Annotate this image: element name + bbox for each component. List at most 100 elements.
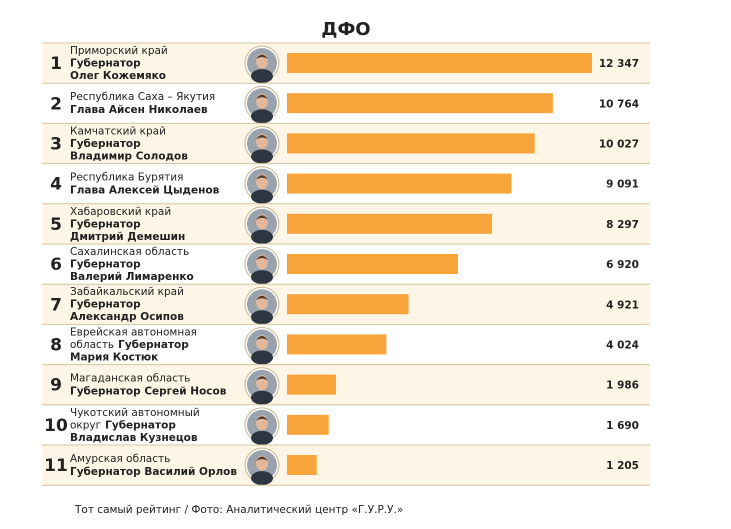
row-label-line: Хабаровский край [70,206,171,218]
label-bold: Губернатор [70,138,141,150]
row-label-line: Камчатский край [70,125,166,137]
value-label: 12 347 [599,58,639,70]
value-label: 4 024 [606,340,639,352]
source-caption: Тот самый рейтинг / Фото: Аналитический … [74,504,403,516]
photo-body [251,350,273,365]
row-label-line: Владимир Солодов [70,150,188,162]
label-bold: Губернатор [70,299,141,311]
value-label: 10 027 [599,139,639,151]
bar [287,173,512,194]
label-bold: Олег Кожемяко [70,70,166,82]
row-label-line: округ Губернатор [70,419,176,431]
label-bold: Губернатор Сергей Носов [70,386,227,398]
photo-hair [256,336,268,341]
label-bold: Губернатор [70,218,141,230]
rank: 1 [50,54,62,74]
label-bold: Владислав Кузнецов [70,432,198,444]
value-label: 4 921 [606,299,639,311]
photo-hair [256,215,268,220]
label-bold: Губернатор [105,419,176,431]
photo-hair [256,255,268,261]
row-label-line: Губернатор Василий Орлов [70,466,237,478]
photo-hair [256,456,268,462]
rank: 9 [50,376,62,396]
row-label-line: Губернатор [70,138,141,150]
bar [287,455,317,475]
bar [287,414,329,435]
photo-body [251,310,273,325]
rank: 11 [44,456,68,476]
label-regular: Чукотский автономный [70,407,200,419]
row-label-line: Республика Бурятия [70,172,183,184]
value-label: 1 205 [606,460,639,472]
photo-hair [256,135,268,140]
photo-hair [256,94,268,100]
row-label-line: Губернатор [70,58,141,70]
row-background [42,364,650,405]
photo-body [251,430,273,445]
bar [287,334,387,355]
bar [287,93,553,114]
row-label-line: Губернатор Сергей Носов [70,386,227,398]
label-regular: округ [70,419,101,431]
photo-hair [256,175,268,180]
value-label: 1 986 [606,380,639,392]
rank: 10 [44,416,68,436]
rank: 3 [50,135,62,155]
row-label-line: Владислав Кузнецов [70,432,198,444]
label-bold: Глава Айсен Николаев [70,104,208,116]
label-regular: Камчатский край [70,125,166,137]
label-bold: Александр Осипов [70,311,184,323]
row-label-line: Еврейская автономная [70,326,197,338]
label-bold: Владимир Солодов [70,150,188,162]
label-bold: Губернатор [70,259,141,271]
row-label-line: Амурская область [70,453,170,465]
label-regular: Республика Бурятия [70,172,183,184]
photo-hair [256,295,268,301]
rank: 6 [50,255,62,275]
label-bold: Глава Алексей Цыденов [70,185,220,197]
row-label-line: Александр Осипов [70,311,184,323]
photo-body [251,189,273,204]
row-label-line: область Губернатор [70,339,189,351]
label-regular: Сахалинская область [70,246,189,258]
label-regular: Амурская область [70,453,170,465]
label-bold: Валерий Лимаренко [70,271,194,283]
label-regular: Магаданская область [70,373,190,385]
row-label-line: Дмитрий Демешин [70,231,185,243]
photo-body [251,270,273,285]
photo-body [251,109,273,124]
row-label-line: Валерий Лимаренко [70,271,194,283]
label-regular: Хабаровский край [70,206,171,218]
row-label-line: Забайкальский край [70,286,184,298]
rank: 7 [50,295,62,315]
row-background [42,404,650,445]
row-label-line: Мария Костюк [70,351,158,363]
photo-body [251,149,273,164]
label-regular: область [70,339,114,351]
row-label-line: Магаданская область [70,373,190,385]
bar [287,53,592,73]
row-label-line: Приморский край [70,45,168,57]
rank: 4 [50,175,62,195]
bar [287,294,409,315]
value-label: 9 091 [606,179,639,191]
bar [287,213,492,234]
label-regular: Забайкальский край [70,286,184,298]
row-label-line: Глава Айсен Николаев [70,104,208,116]
label-bold: Губернатор [118,339,189,351]
photo-body [251,69,273,84]
bar [287,133,535,154]
photo-body [251,390,273,405]
photo-body [251,471,273,486]
label-bold: Губернатор [70,58,141,70]
value-label: 10 764 [599,98,639,110]
value-label: 8 297 [606,219,639,231]
label-regular: Республика Саха – Якутия [70,91,215,103]
bar [287,254,458,274]
photo-hair [256,416,268,421]
rank: 2 [50,94,62,114]
photo-hair [256,54,268,60]
chart-title: ДФО [321,19,370,40]
